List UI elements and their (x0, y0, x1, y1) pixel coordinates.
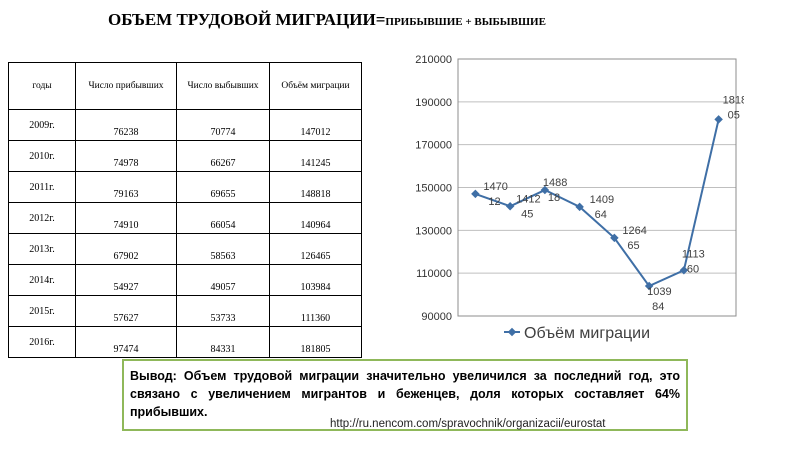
cell-volume: 103984 (269, 264, 362, 296)
cell-arrived: 76238 (75, 109, 177, 141)
y-tick-label: 130000 (415, 225, 452, 237)
plot-area-border (457, 58, 737, 317)
data-point (644, 281, 654, 291)
data-label: 84 (652, 301, 664, 313)
y-tick-label: 210000 (415, 54, 452, 66)
data-point (505, 202, 515, 211)
table-row: 2011г. 79163 69655 148818 (8, 171, 362, 203)
y-tick-label: 170000 (415, 140, 452, 152)
cell-departed: 84331 (176, 326, 270, 358)
page-title: ОБЪЕМ ТРУДОВОЙ МИГРАЦИИ=ПРИБЫВШИЕ + ВЫБЫ… (108, 10, 546, 30)
y-tick-label: 150000 (415, 183, 452, 195)
data-label: 18 (548, 192, 560, 204)
cell-arrived: 74978 (75, 140, 177, 172)
cell-volume: 147012 (269, 109, 362, 141)
table-row: 2013г. 67902 58563 126465 (8, 233, 362, 265)
header-volume: Объём миграции (269, 62, 362, 110)
legend-marker (507, 327, 517, 337)
cell-volume: 148818 (269, 171, 362, 203)
data-label: 1412 (516, 193, 540, 205)
table-row: 2010г. 74978 66267 141245 (8, 140, 362, 172)
cell-volume: 140964 (269, 202, 362, 234)
title-main: ОБЪЕМ ТРУДОВОЙ МИГРАЦИИ= (108, 10, 386, 29)
data-label: 1470 (483, 181, 507, 193)
cell-year: 2015г. (8, 295, 76, 327)
chart-svg: 90000 110000 130000 150000 170000 190000 21000… (415, 54, 744, 342)
cell-departed: 58563 (176, 233, 270, 265)
table-row: 2016г. 97474 84331 181805 (8, 326, 362, 358)
table-row: 2009г. 76238 70774 147012 (8, 109, 362, 141)
series-line (475, 119, 720, 288)
source-link[interactable]: http://ru.nencom.com/spravochnik/organiz… (330, 418, 606, 430)
data-label: 1039 (647, 286, 671, 298)
data-point (679, 266, 689, 275)
table-header-row: годы Число прибывших Число выбывших Объё… (8, 62, 362, 110)
cell-arrived: 57627 (75, 295, 177, 327)
cell-arrived: 54927 (75, 264, 177, 296)
data-label: 12 (488, 196, 500, 208)
cell-year: 2009г. (8, 109, 76, 141)
header-arrived: Число прибывших (75, 62, 177, 110)
cell-departed: 53733 (176, 295, 270, 327)
cell-arrived: 97474 (75, 326, 177, 358)
cell-departed: 70774 (176, 109, 270, 141)
data-label: 1818 (723, 94, 744, 106)
data-label: 60 (687, 263, 699, 275)
data-label: 65 (627, 240, 639, 252)
data-label: 1409 (590, 194, 614, 206)
legend-label: Объём миграции (524, 325, 650, 342)
header-years: годы (8, 62, 76, 110)
cell-departed: 66054 (176, 202, 270, 234)
cell-year: 2012г. (8, 202, 76, 234)
cell-volume: 141245 (269, 140, 362, 172)
cell-departed: 49057 (176, 264, 270, 296)
cell-departed: 69655 (176, 171, 270, 203)
data-label: 64 (595, 209, 607, 221)
data-label: 1264 (622, 225, 646, 237)
y-tick-label: 190000 (415, 97, 452, 109)
table-body: 2009г. 76238 70774 147012 2010г. 74978 66267 14… (8, 109, 362, 358)
cell-arrived: 67902 (75, 233, 177, 265)
cell-year: 2010г. (8, 140, 76, 172)
table-row: 2015г. 57627 53733 111360 (8, 295, 362, 327)
table-row: 2014г. 54927 49057 103984 (8, 264, 362, 296)
data-label: 1113 (682, 248, 705, 260)
cell-year: 2013г. (8, 233, 76, 265)
cell-volume: 126465 (269, 233, 362, 265)
header-departed: Число выбывших (176, 62, 270, 110)
migration-line-chart: 90000 110000 130000 150000 170000 190000 21000… (378, 48, 744, 344)
cell-volume: 181805 (269, 326, 362, 358)
y-tick-label: 110000 (416, 268, 452, 280)
table-row: 2012г. 74910 66054 140964 (8, 202, 362, 234)
data-point (714, 115, 723, 124)
cell-year: 2016г. (8, 326, 76, 358)
data-label: 05 (728, 109, 740, 121)
cell-year: 2011г. (8, 171, 76, 203)
data-label: 1488 (543, 177, 567, 189)
data-label: 45 (521, 208, 533, 220)
y-tick-label: 90000 (421, 311, 452, 323)
conclusion-box: Вывод: Объем трудовой миграции значитель… (122, 359, 688, 431)
cell-arrived: 74910 (75, 202, 177, 234)
cell-year: 2014г. (8, 264, 76, 296)
cell-departed: 66267 (176, 140, 270, 172)
data-point (471, 189, 480, 199)
cell-volume: 111360 (269, 295, 362, 327)
cell-arrived: 79163 (75, 171, 177, 203)
title-subtitle: ПРИБЫВШИЕ + ВЫБЫВШИЕ (385, 16, 546, 28)
migration-table: годы Число прибывших Число выбывших Объё… (8, 62, 362, 358)
